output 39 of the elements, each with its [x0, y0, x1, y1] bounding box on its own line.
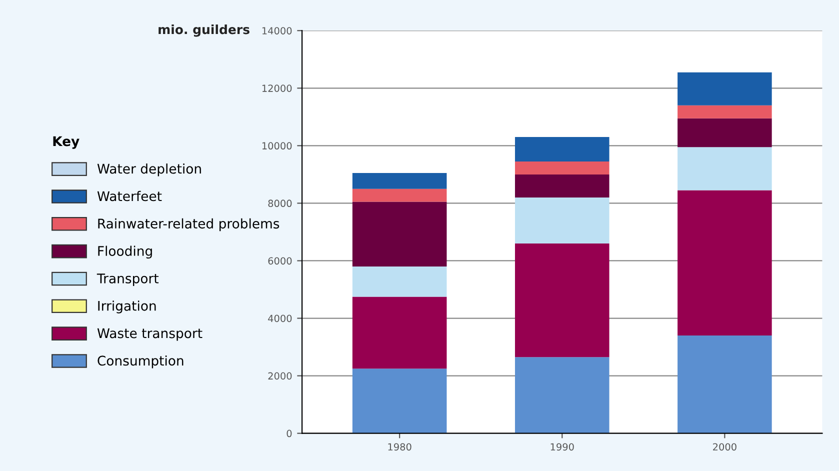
- legend-title: Key: [53, 136, 80, 149]
- legend-label: Waste transport: [97, 328, 202, 341]
- legend-label: Waterfeet: [97, 190, 162, 202]
- y-tick-label: 12000: [262, 84, 292, 92]
- legend-label: Irrigation: [98, 300, 156, 314]
- legend-label: Flooding: [98, 246, 152, 259]
- bar: [678, 190, 772, 336]
- y-axis-title: mio. guilders: [158, 24, 250, 37]
- bar: [514, 137, 610, 162]
- x-tick-label: 1980: [388, 443, 412, 451]
- bar: [678, 72, 772, 106]
- legend-label: Water depletion: [97, 164, 201, 176]
- y-tick-label: 0: [286, 430, 292, 438]
- bar: [514, 357, 610, 434]
- y-tick-label: 10000: [262, 142, 292, 150]
- bar: [514, 197, 610, 244]
- bar: [678, 118, 772, 148]
- bar: [678, 336, 772, 434]
- legend-label: Rainwater-related problems: [98, 218, 280, 232]
- bar: [352, 202, 447, 266]
- y-tick-label: 14000: [262, 27, 292, 34]
- legend-label: Transport: [96, 274, 159, 286]
- x-tick-label: 2000: [713, 443, 736, 451]
- y-tick-label: 6000: [268, 257, 292, 265]
- legend-label: Consumption: [98, 355, 184, 368]
- x-tick-label: 1990: [550, 443, 574, 451]
- y-tick-label: 4000: [268, 314, 292, 322]
- bar: [352, 266, 447, 297]
- bar: [678, 147, 772, 190]
- y-tick-label: 8000: [268, 200, 292, 208]
- bar: [352, 296, 447, 369]
- bar: [514, 161, 610, 174]
- bar: [514, 243, 610, 358]
- bar: [352, 188, 447, 202]
- bar: [514, 174, 610, 198]
- y-tick-label: 2000: [268, 372, 292, 380]
- bar: [352, 368, 447, 434]
- bar: [678, 105, 772, 118]
- bar: [352, 173, 447, 189]
